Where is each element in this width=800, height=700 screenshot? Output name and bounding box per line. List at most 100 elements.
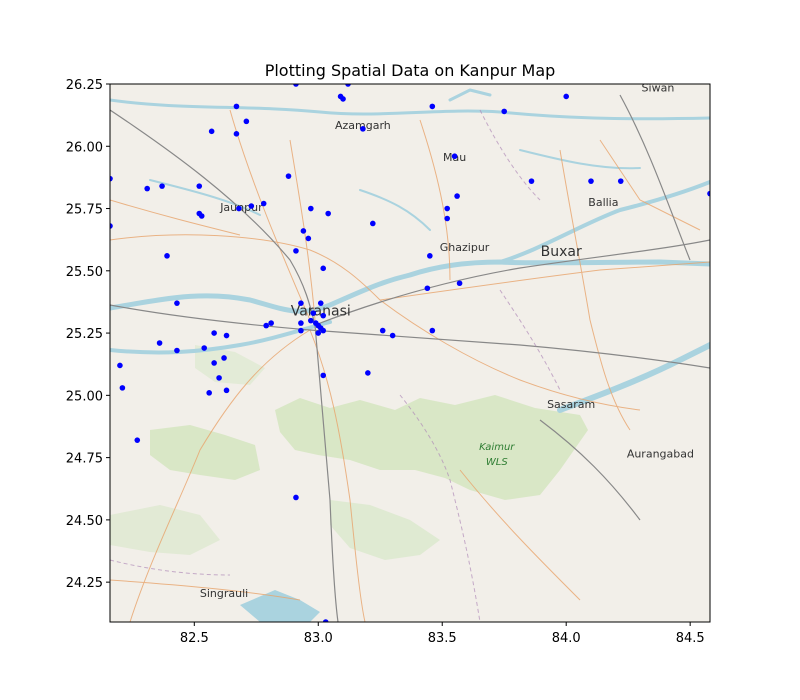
place-label: Buxar: [541, 244, 582, 260]
place-label: WLS: [486, 457, 508, 468]
data-point: [268, 320, 274, 326]
data-point: [320, 312, 327, 319]
data-point: [223, 387, 230, 394]
chart-title: Plotting Spatial Data on Kanpur Map: [265, 61, 556, 80]
data-point: [216, 375, 222, 381]
data-point: [444, 205, 450, 212]
data-point: [293, 494, 299, 501]
railways: [110, 94, 710, 622]
x-tick-label: 82.5: [180, 631, 209, 646]
place-label: Azamgarh: [335, 119, 391, 132]
data-point: [298, 300, 304, 306]
forest-west: [150, 425, 260, 480]
data-point: [501, 108, 508, 115]
data-point: [198, 213, 205, 219]
data-point: [424, 285, 431, 292]
data-point: [300, 228, 307, 234]
data-point: [528, 178, 535, 184]
data-point: [134, 437, 141, 443]
place-label: Sasaram: [547, 398, 595, 411]
x-tick-label: 83.5: [428, 631, 457, 646]
place-label: Ballia: [588, 196, 618, 209]
data-point: [429, 103, 436, 110]
place-label: Varanasi: [291, 304, 351, 320]
data-point: [379, 327, 386, 334]
data-point: [315, 330, 322, 336]
y-tick-label: 25.50: [66, 265, 103, 280]
data-point: [360, 126, 366, 132]
forest-misc: [195, 345, 265, 385]
data-point: [164, 253, 170, 259]
y-tick-label: 25.75: [66, 203, 103, 218]
rihand-reservoir: [240, 590, 320, 622]
data-point: [263, 322, 269, 329]
data-point: [365, 370, 371, 376]
data-point: [144, 185, 150, 192]
data-point: [110, 175, 113, 182]
data-point: [588, 178, 594, 184]
data-point: [293, 248, 299, 254]
data-point: [206, 390, 212, 396]
data-point: [456, 280, 463, 287]
data-point: [221, 355, 227, 361]
y-tick-label: 24.50: [66, 514, 103, 529]
data-point: [233, 103, 240, 110]
data-point: [389, 332, 396, 339]
forest-south: [330, 500, 440, 560]
data-point: [320, 327, 327, 334]
data-point: [305, 235, 312, 242]
data-point: [174, 300, 180, 306]
data-point: [370, 220, 376, 227]
data-point: [119, 385, 126, 391]
data-point: [345, 84, 351, 87]
axes-frame: [109, 83, 711, 623]
data-point: [707, 190, 710, 197]
data-point: [317, 300, 324, 306]
x-tick-label: 83.0: [304, 631, 333, 646]
x-tick-label: 84.5: [676, 631, 705, 646]
data-point: [310, 310, 317, 316]
x-tick-label: 84.0: [552, 631, 581, 646]
data-point: [454, 193, 460, 199]
data-point: [236, 205, 242, 212]
y-tick-label: 25.00: [66, 389, 103, 404]
data-point: [429, 327, 436, 334]
data-point: [427, 253, 433, 259]
data-point: [293, 84, 299, 87]
place-label: Aurangabad: [627, 448, 694, 461]
place-label: Ghazipur: [440, 241, 490, 254]
data-point: [444, 215, 450, 222]
y-tick-label: 25.25: [66, 327, 103, 342]
data-point: [320, 372, 327, 379]
forest-southwest: [110, 505, 220, 555]
data-point: [208, 128, 215, 135]
data-point: [617, 178, 624, 184]
admin-borders: [110, 109, 561, 622]
data-point: [117, 362, 123, 369]
data-point: [196, 183, 203, 189]
basemap: SiwanAzamgarhMauBalliaJaunpurGhazipurBux…: [110, 84, 710, 622]
place-label: Singrauli: [200, 587, 248, 600]
data-point: [563, 93, 569, 100]
data-point: [260, 200, 267, 207]
place-label: Kaimur: [479, 442, 515, 453]
y-tick-label: 26.00: [66, 140, 103, 155]
data-point: [298, 320, 304, 326]
data-point: [285, 173, 292, 179]
data-point: [243, 118, 250, 125]
data-point: [159, 183, 165, 189]
y-tick-label: 26.25: [66, 78, 103, 93]
data-point: [340, 96, 346, 102]
x-axis: 82.5 83.0 83.5 84.0 84.5: [180, 622, 705, 646]
data-point: [451, 153, 458, 160]
data-point: [322, 619, 329, 622]
data-point: [308, 205, 314, 212]
y-axis: 24.25 24.50 24.75 25.00 25.25 25.50 25.75 26.00…: [66, 78, 110, 591]
data-point: [201, 345, 208, 351]
data-point: [320, 265, 327, 272]
data-point: [233, 131, 240, 137]
data-point: [156, 340, 163, 346]
kaimur-forest: [275, 395, 588, 500]
data-points: [110, 84, 710, 622]
